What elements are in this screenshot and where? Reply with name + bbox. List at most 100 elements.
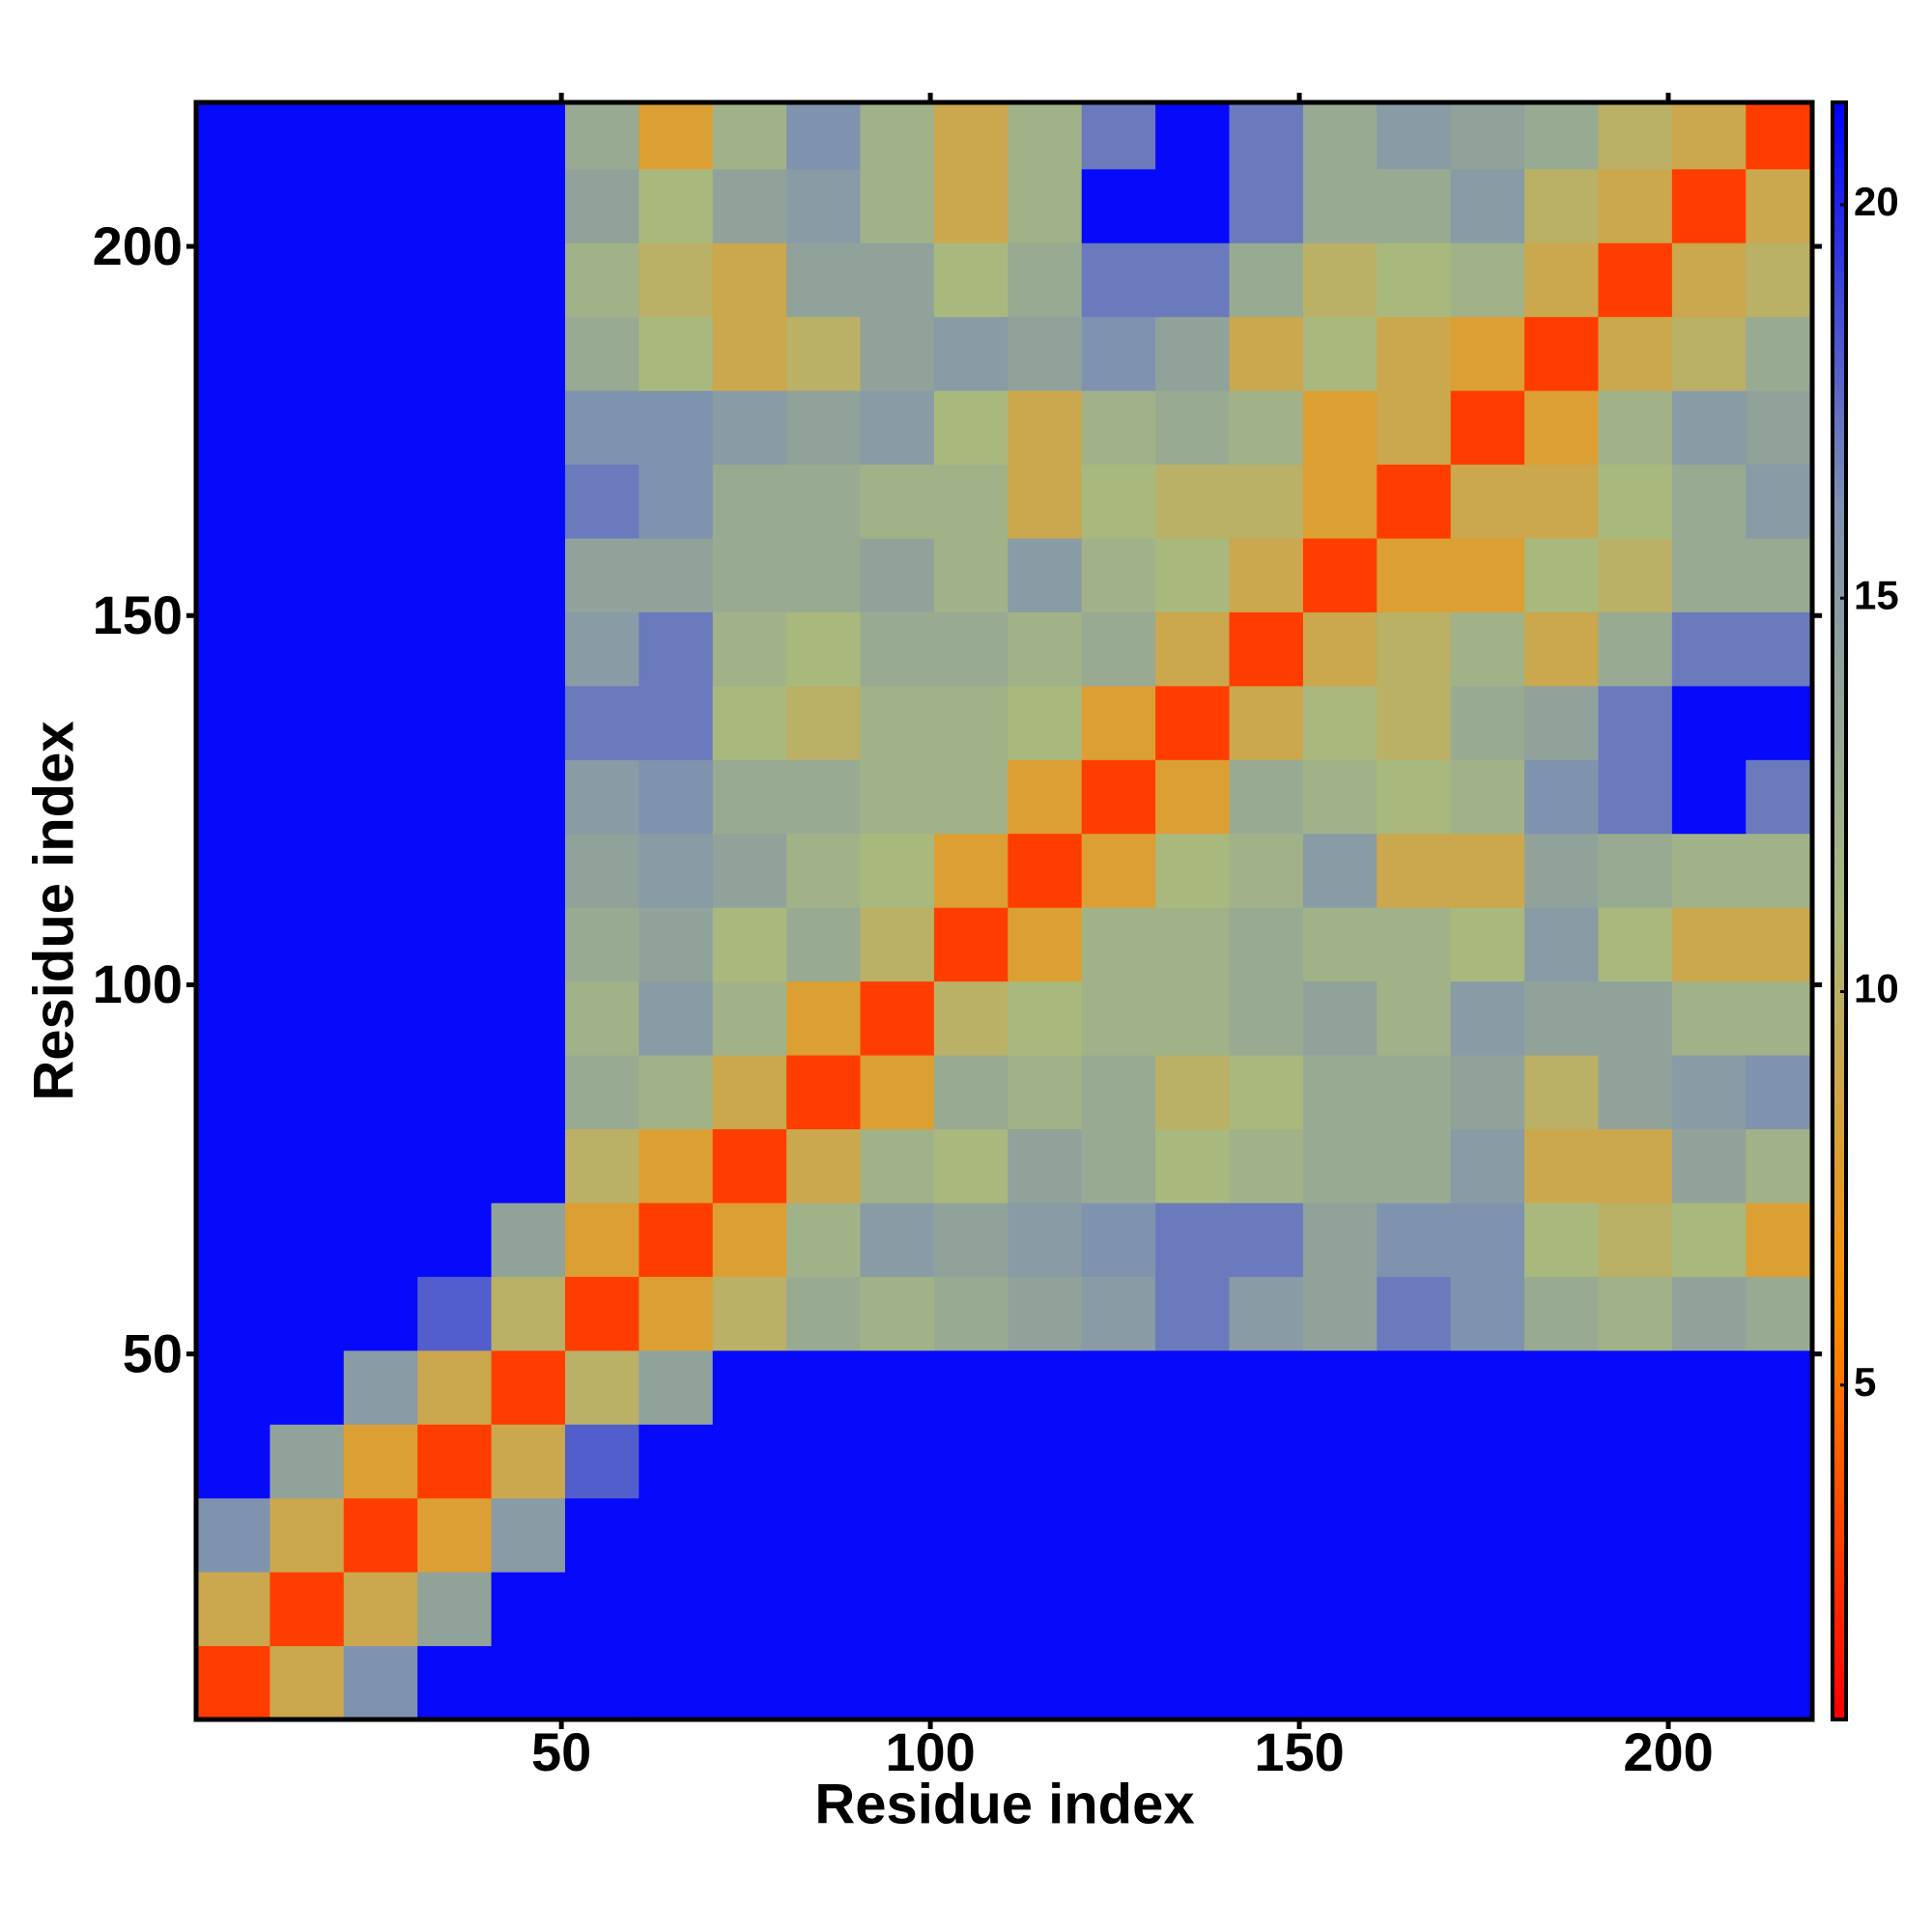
heatmap-cell	[1081, 464, 1156, 539]
heatmap-cell	[491, 611, 566, 687]
heatmap-cell	[1671, 537, 1747, 612]
heatmap-cell	[1081, 316, 1156, 391]
heatmap-cell	[1302, 1572, 1378, 1647]
heatmap-cell	[1598, 1202, 1673, 1277]
heatmap-cell	[270, 1055, 345, 1129]
heatmap-cell	[417, 316, 493, 391]
heatmap-cell	[270, 1128, 345, 1204]
heatmap-cell	[196, 759, 270, 835]
heatmap-cell	[417, 685, 493, 760]
heatmap-cell	[343, 168, 418, 243]
heatmap-cell	[639, 611, 714, 687]
heatmap-cell	[417, 907, 493, 982]
heatmap-cell	[786, 1350, 862, 1425]
heatmap-cell	[1302, 168, 1378, 243]
heatmap-cell	[712, 390, 787, 466]
heatmap-cell	[1524, 1645, 1599, 1720]
heatmap-cell	[1008, 759, 1083, 835]
heatmap-cell	[933, 1424, 1009, 1499]
colorbar-tick-label: 15	[1854, 572, 1899, 617]
heatmap-cell	[343, 759, 418, 835]
heatmap-cell	[639, 685, 714, 760]
heatmap-cell	[1746, 102, 1813, 170]
heatmap-cell	[860, 316, 935, 391]
heatmap-cell	[1671, 980, 1747, 1056]
heatmap-cell	[1524, 980, 1599, 1056]
heatmap-cell	[1229, 1128, 1304, 1204]
heatmap-cell	[1450, 833, 1525, 908]
heatmap-cell	[1302, 1055, 1378, 1129]
heatmap-cell	[343, 1055, 418, 1129]
heatmap-cell	[1229, 1497, 1304, 1573]
heatmap-cell	[1155, 242, 1230, 318]
heatmap-cell	[1598, 1055, 1673, 1129]
heatmap-cell	[564, 759, 639, 835]
heatmap-cell	[491, 685, 566, 760]
heatmap-cell	[860, 685, 935, 760]
heatmap-cell	[1229, 1645, 1304, 1720]
colorbar	[1831, 100, 1848, 1721]
heatmap-cell	[639, 1424, 714, 1499]
heatmap-cell	[1746, 1497, 1813, 1573]
heatmap-cell	[1671, 390, 1747, 466]
heatmap-cell	[712, 980, 787, 1056]
heatmap-cell	[1081, 1572, 1156, 1647]
heatmap-cell	[1671, 464, 1747, 539]
heatmap-cell	[1377, 1055, 1452, 1129]
heatmap-cell	[343, 1276, 418, 1351]
heatmap-cell	[1008, 1350, 1083, 1425]
heatmap-cell	[860, 759, 935, 835]
heatmap-cell	[1450, 980, 1525, 1056]
heatmap-cell	[564, 242, 639, 318]
heatmap-cell	[1155, 316, 1230, 391]
heatmap-cell	[712, 1202, 787, 1277]
heatmap-cell	[712, 1350, 787, 1425]
heatmap-cell	[786, 759, 862, 835]
heatmap-cell	[270, 537, 345, 612]
heatmap-cell	[712, 685, 787, 760]
heatmap-cell	[1008, 907, 1083, 982]
heatmap-cell	[1598, 102, 1673, 170]
heatmap-cell	[639, 1645, 714, 1720]
heatmap-cell	[1598, 1497, 1673, 1573]
heatmap-cell	[1598, 1424, 1673, 1499]
heatmap-cell	[1671, 242, 1747, 318]
heatmap-cell	[417, 1497, 493, 1573]
heatmap-cell	[1155, 1572, 1230, 1647]
heatmap-cell	[1450, 611, 1525, 687]
heatmap-cell	[1008, 390, 1083, 466]
heatmap-cell	[564, 1497, 639, 1573]
heatmap-cell	[639, 833, 714, 908]
heatmap-cell	[860, 1202, 935, 1277]
heatmap-cell	[1524, 1202, 1599, 1277]
heatmap-cell	[1155, 611, 1230, 687]
heatmap-cell	[933, 611, 1009, 687]
heatmap-cell	[639, 1276, 714, 1351]
heatmap-cell	[1524, 833, 1599, 908]
heatmap-cell	[1155, 390, 1230, 466]
heatmap-cell	[1598, 759, 1673, 835]
heatmap-cell	[1008, 685, 1083, 760]
heatmap-cell	[786, 1424, 862, 1499]
heatmap-cell	[491, 1202, 566, 1277]
heatmap-cell	[786, 907, 862, 982]
heatmap-cell	[1302, 759, 1378, 835]
heatmap-cell	[1746, 1572, 1813, 1647]
heatmap-cell	[1671, 907, 1747, 982]
heatmap-cell	[1229, 980, 1304, 1056]
heatmap-cell	[1302, 316, 1378, 391]
heatmap-cell	[1377, 1424, 1452, 1499]
heatmap-cell	[1524, 242, 1599, 318]
heatmap-cell	[1008, 1572, 1083, 1647]
heatmap-cell	[1377, 242, 1452, 318]
heatmap-cell	[1008, 980, 1083, 1056]
heatmap-cell	[196, 980, 270, 1056]
heatmap-cell	[860, 1350, 935, 1425]
heatmap-cell	[270, 316, 345, 391]
heatmap-cell	[491, 833, 566, 908]
heatmap-cell	[1081, 685, 1156, 760]
heatmap-cell	[639, 1202, 714, 1277]
heatmap-cell	[1008, 1424, 1083, 1499]
heatmap-cell	[343, 1350, 418, 1425]
heatmap-cell	[270, 980, 345, 1056]
